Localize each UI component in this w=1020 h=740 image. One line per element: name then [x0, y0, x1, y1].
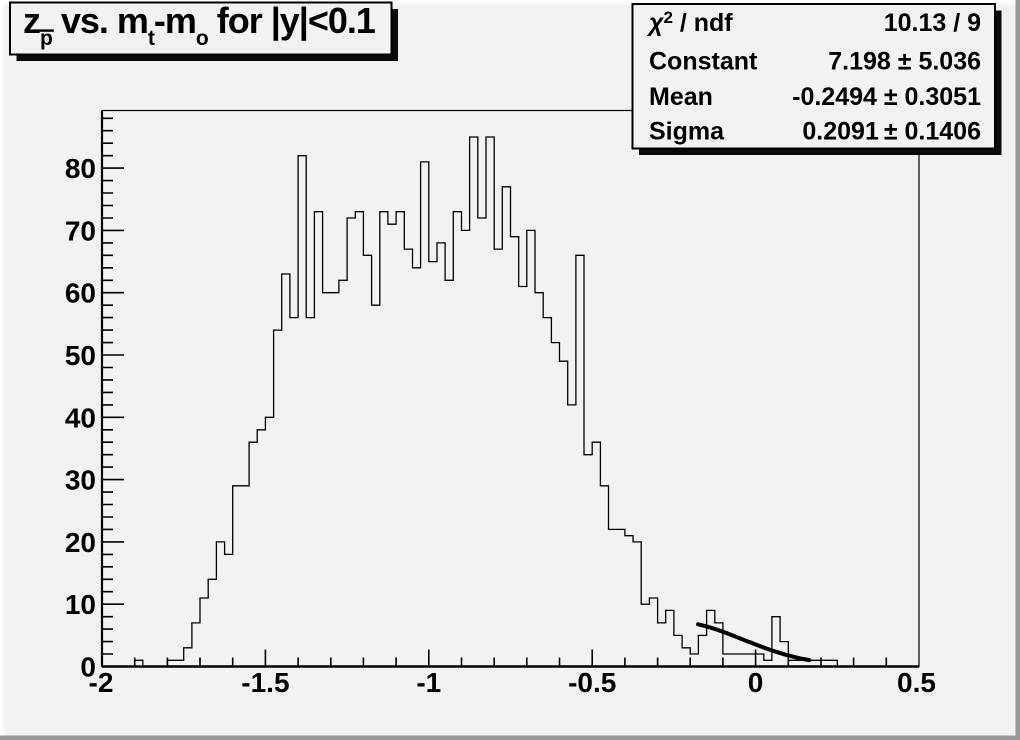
svg-text:70: 70 [65, 215, 96, 246]
svg-text:0.5: 0.5 [897, 667, 936, 698]
svg-text:Mean: Mean [649, 83, 713, 111]
svg-text:Constant: Constant [649, 48, 758, 76]
svg-text:0.2091 ± 0.1406: 0.2091 ± 0.1406 [802, 117, 981, 145]
svg-text:10: 10 [65, 589, 96, 620]
svg-text:10.13 / 9: 10.13 / 9 [884, 9, 981, 37]
svg-text:30: 30 [65, 465, 96, 496]
svg-text:50: 50 [65, 340, 96, 371]
svg-text:-0.5: -0.5 [568, 667, 616, 698]
svg-text:-1.5: -1.5 [241, 667, 289, 698]
svg-text:-2: -2 [89, 667, 114, 698]
svg-text:Sigma: Sigma [649, 117, 725, 145]
svg-text:0: 0 [80, 652, 96, 683]
svg-text:60: 60 [65, 278, 96, 309]
svg-text:-1: -1 [416, 667, 441, 698]
svg-text:80: 80 [65, 153, 96, 184]
svg-text:7.198 ± 5.036: 7.198 ± 5.036 [828, 48, 981, 76]
svg-text:-0.2494 ± 0.3051: -0.2494 ± 0.3051 [792, 83, 981, 111]
svg-text:40: 40 [65, 402, 96, 433]
svg-text:0: 0 [748, 667, 764, 698]
svg-text:20: 20 [65, 527, 96, 558]
svg-text:χ2 / ndf: χ2 / ndf [646, 8, 733, 37]
